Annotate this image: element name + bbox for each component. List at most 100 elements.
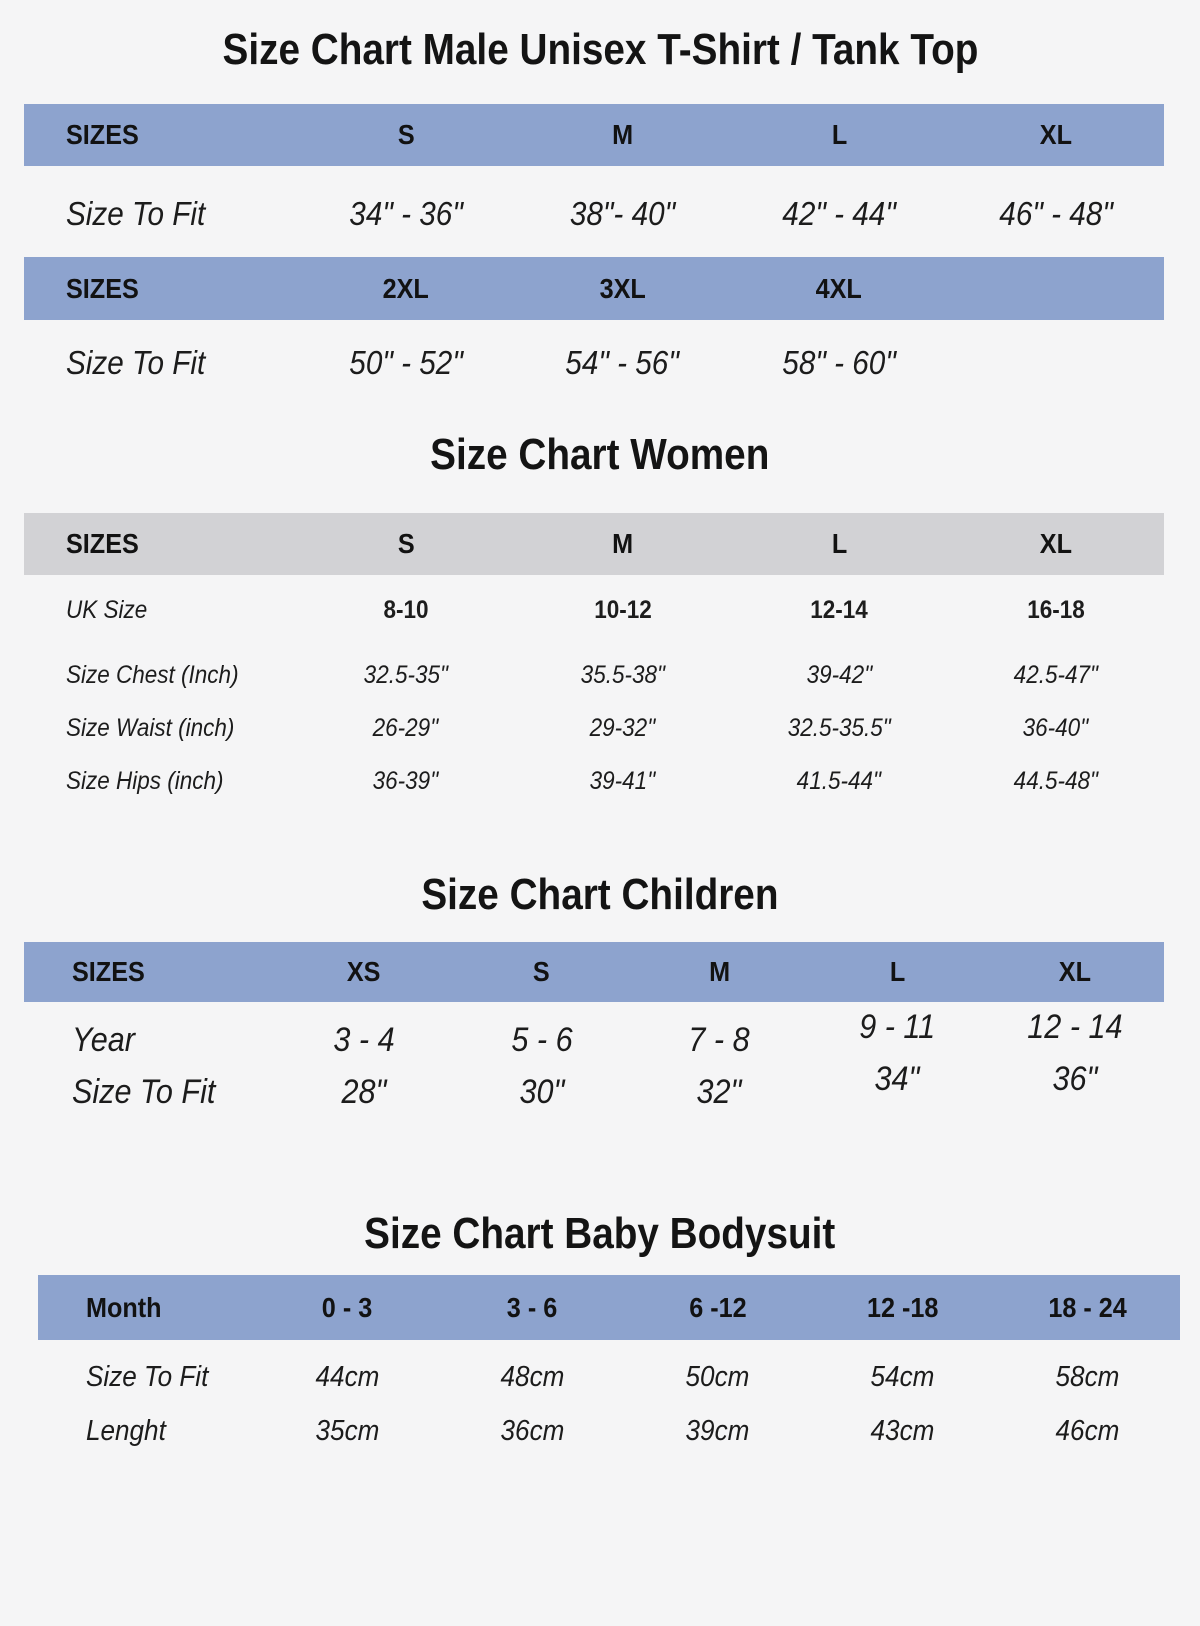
- size-value: 28": [341, 1072, 387, 1111]
- size-value: 50cm: [685, 1360, 750, 1393]
- children-size-to-fit-row: Size To Fit 28" 30" 32" 34" 36": [24, 1060, 1164, 1116]
- size-value: 42.5-47": [1013, 660, 1098, 689]
- size-value: 32.5-35": [363, 660, 449, 689]
- women-header-sizes: SIZES: [66, 528, 139, 559]
- size-value: 46cm: [1055, 1414, 1120, 1447]
- row-label: Size To Fit: [66, 195, 206, 232]
- baby-header-6-12: 6 -12: [688, 1291, 747, 1323]
- baby-header-row: Month 0 - 3 3 - 6 6 -12 12 -18 18 - 24: [38, 1275, 1180, 1340]
- baby-size-to-fit-row: Size To Fit 44cm 48cm 50cm 54cm 58cm: [38, 1354, 1180, 1400]
- row-label: Size To Fit: [66, 344, 206, 381]
- size-value: 16-18: [1026, 595, 1085, 624]
- children-header-xs: XS: [346, 956, 381, 987]
- children-chart-title: Size Chart Children: [0, 871, 1200, 919]
- size-value: 32.5-35.5": [787, 713, 891, 742]
- size-value: 39-41": [589, 766, 656, 795]
- children-header-m: M: [708, 956, 730, 987]
- size-value: 44.5-48": [1013, 766, 1098, 795]
- baby-header-month: Month: [86, 1291, 162, 1323]
- baby-header-3-6: 3 - 6: [507, 1291, 558, 1323]
- size-chart-page: Size Chart Male Unisex T-Shirt / Tank To…: [0, 26, 1200, 1454]
- size-value: 50" - 52": [349, 344, 463, 381]
- children-header-xl: XL: [1058, 956, 1092, 987]
- size-value: 30": [519, 1072, 564, 1111]
- size-value: 12 - 14: [1027, 1007, 1123, 1046]
- baby-header-0-3: 0 - 3: [322, 1291, 373, 1323]
- male-header-3xl: 3XL: [599, 272, 646, 304]
- size-value: 39cm: [685, 1414, 750, 1447]
- size-value: 54cm: [870, 1360, 935, 1393]
- women-uk-size-row: UK Size 8-10 10-12 12-14 16-18: [24, 590, 1164, 630]
- row-label: Size Hips (inch): [66, 766, 224, 795]
- women-chart-title-text: Size Chart Women: [430, 430, 770, 479]
- size-value: 3 - 4: [333, 1020, 395, 1059]
- children-header-row: SIZES XS S M L XL: [24, 942, 1164, 1002]
- male-header-row-1: SIZES S M L XL: [24, 104, 1164, 166]
- women-waist-row: Size Waist (inch) 26-29" 29-32" 32.5-35.…: [24, 708, 1164, 748]
- size-value: 7 - 8: [688, 1020, 750, 1059]
- women-chart-title: Size Chart Women: [0, 431, 1200, 479]
- male-chart-title-text: Size Chart Male Unisex T-Shirt / Tank To…: [222, 25, 978, 74]
- women-header-m: M: [611, 528, 633, 559]
- women-hips-row: Size Hips (inch) 36-39" 39-41" 41.5-44" …: [24, 761, 1164, 801]
- male-header-4xl: 4XL: [815, 272, 863, 304]
- women-chest-row: Size Chest (Inch) 32.5-35" 35.5-38" 39-4…: [24, 655, 1164, 695]
- size-value: 58" - 60": [782, 344, 896, 381]
- row-label: Size To Fit: [86, 1360, 209, 1393]
- row-label: Lenght: [86, 1414, 166, 1447]
- male-header-sizes-2: SIZES: [66, 272, 139, 304]
- male-header-l: L: [831, 119, 847, 150]
- children-header-l: L: [889, 956, 905, 987]
- size-value: 41.5-44": [796, 766, 882, 795]
- size-value: 29-32": [589, 713, 656, 742]
- size-value: 36cm: [500, 1414, 565, 1447]
- size-value: 54" - 56": [565, 344, 680, 381]
- size-value: 44cm: [315, 1360, 380, 1393]
- size-value: 10-12: [593, 595, 652, 624]
- children-header-s: S: [533, 956, 550, 987]
- size-value: 36-39": [373, 766, 439, 795]
- size-value: 12-14: [810, 595, 868, 624]
- size-value: 43cm: [870, 1414, 935, 1447]
- size-value: 36": [1052, 1059, 1098, 1098]
- size-value: 35cm: [315, 1414, 380, 1447]
- size-value: 36-40": [1022, 713, 1089, 742]
- row-label: Size Chest (Inch): [66, 660, 239, 689]
- baby-header-12-18: 12 -18: [866, 1291, 939, 1323]
- row-label: Size To Fit: [72, 1072, 216, 1111]
- size-value: 9 - 11: [859, 1007, 936, 1046]
- women-header-s: S: [397, 528, 415, 559]
- size-value: 34" - 36": [349, 195, 463, 232]
- male-header-2xl: 2XL: [382, 272, 429, 304]
- children-year-row: Year 3 - 4 5 - 6 7 - 8 9 - 11 12 - 14: [24, 1008, 1164, 1064]
- size-value: 5 - 6: [510, 1020, 573, 1059]
- row-label: Year: [72, 1020, 135, 1059]
- size-value: 42" - 44": [782, 195, 896, 232]
- male-header-s: S: [397, 119, 415, 150]
- male-header-xl: XL: [1039, 119, 1072, 150]
- size-value: 39-42": [806, 660, 872, 689]
- children-chart-title-text: Size Chart Children: [421, 870, 779, 919]
- size-value: 34": [874, 1059, 920, 1098]
- male-header-sizes: SIZES: [66, 119, 139, 150]
- male-size-to-fit-row-2: Size To Fit 50" - 52" 54" - 56" 58" - 60…: [24, 340, 1164, 386]
- size-value: 32": [696, 1072, 742, 1111]
- row-label: UK Size: [66, 595, 148, 624]
- women-header-xl: XL: [1039, 528, 1072, 559]
- baby-chart-title-text: Size Chart Baby Bodysuit: [364, 1209, 836, 1258]
- size-value: 8-10: [383, 595, 429, 624]
- size-value: 26-29": [373, 713, 439, 742]
- women-header-row: SIZES S M L XL: [24, 513, 1164, 575]
- male-size-to-fit-row-1: Size To Fit 34" - 36" 38"- 40" 42" - 44"…: [24, 191, 1164, 237]
- size-value: 38"- 40": [569, 195, 676, 232]
- male-header-row-2: SIZES 2XL 3XL 4XL: [24, 257, 1164, 320]
- baby-chart-title: Size Chart Baby Bodysuit: [0, 1210, 1200, 1258]
- baby-header-18-24: 18 - 24: [1048, 1291, 1127, 1323]
- row-label: Size Waist (inch): [66, 713, 235, 742]
- women-header-l: L: [831, 528, 847, 559]
- baby-length-row: Lenght 35cm 36cm 39cm 43cm 46cm: [38, 1408, 1180, 1454]
- size-value: 46" - 48": [998, 195, 1113, 232]
- male-header-m: M: [611, 119, 633, 150]
- children-header-sizes: SIZES: [72, 956, 145, 987]
- male-chart-title: Size Chart Male Unisex T-Shirt / Tank To…: [0, 26, 1200, 74]
